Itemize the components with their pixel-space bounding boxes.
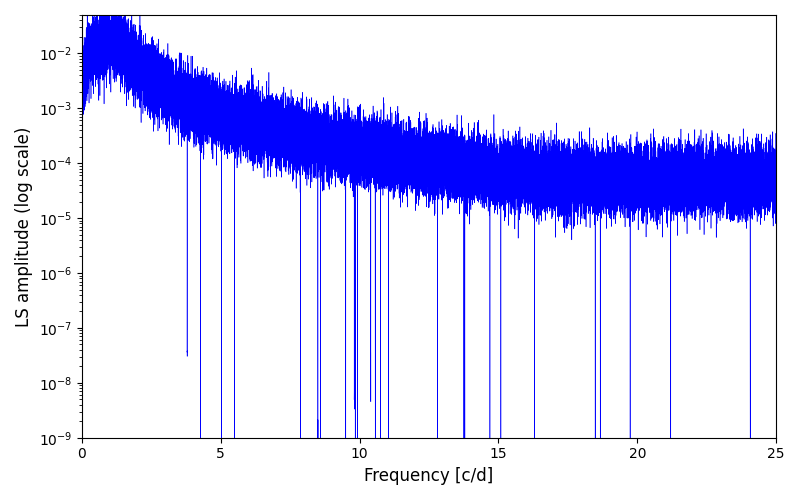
- X-axis label: Frequency [c/d]: Frequency [c/d]: [364, 467, 494, 485]
- Y-axis label: LS amplitude (log scale): LS amplitude (log scale): [15, 126, 33, 326]
